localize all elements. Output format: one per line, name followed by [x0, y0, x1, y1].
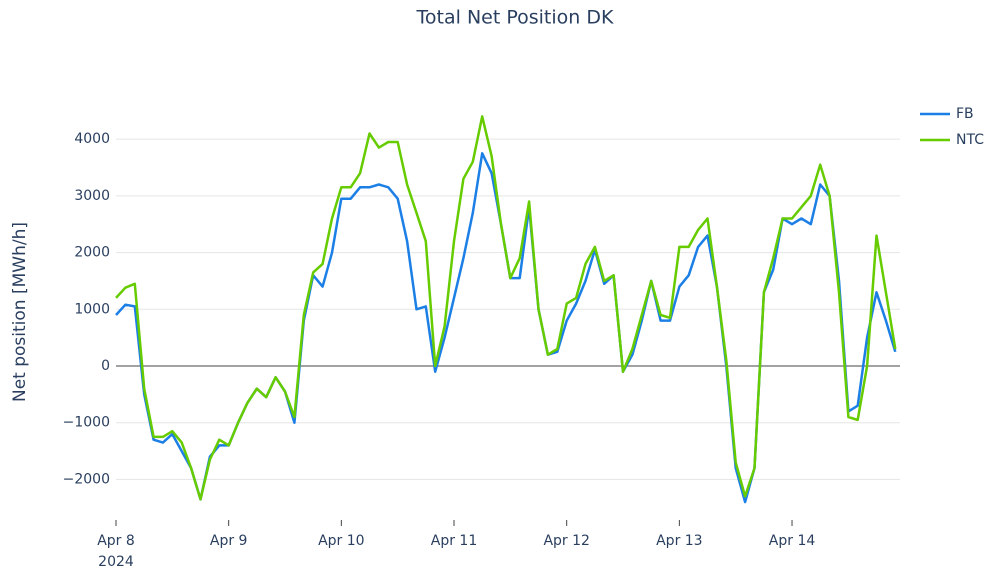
x-tick-label: Apr 12 [543, 533, 589, 549]
line-series [115, 152, 897, 504]
chart-title: Total Net Position DK [416, 7, 614, 29]
y-tick-label: 4000 [74, 131, 110, 147]
y-tick-label: 1000 [74, 301, 110, 317]
x-tick-label: Apr 8 [97, 533, 135, 549]
y-tick-label: −2000 [63, 471, 110, 487]
legend-label: NTC [956, 132, 984, 148]
x-tick-label: Apr 11 [431, 533, 477, 549]
line-series [115, 115, 897, 501]
x-tick-label: Apr 13 [656, 533, 702, 549]
y-tick-label: −1000 [63, 415, 110, 431]
x-tick-label: Apr 10 [318, 533, 364, 549]
y-tick-label: 3000 [74, 188, 110, 204]
x-tick-label: Apr 9 [210, 533, 248, 549]
legend-label: FB [956, 106, 974, 122]
x-tick-label: Apr 14 [769, 533, 816, 549]
y-tick-label: 2000 [74, 245, 110, 261]
x-tick-year: 2024 [98, 554, 134, 570]
y-tick-label: 0 [101, 358, 110, 374]
y-axis-label: Net position [MWh/h] [10, 222, 30, 402]
